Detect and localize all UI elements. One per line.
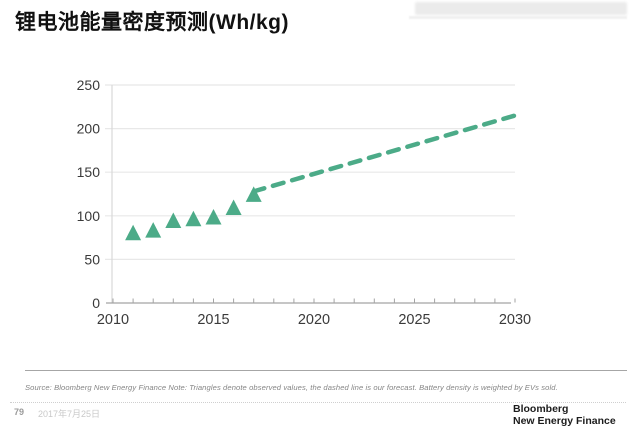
source-note: Source: Bloomberg New Energy Finance Not… [25, 383, 558, 392]
observed-triangle-marker [245, 186, 262, 202]
observed-triangle-marker [205, 209, 222, 225]
brand-line-1: Bloomberg [513, 403, 569, 415]
y-axis-tick-label: 150 [77, 164, 101, 180]
page-number: 79 [14, 407, 25, 417]
x-axis-tick-label: 2025 [398, 312, 430, 328]
energy-density-chart: 0 50 100 150 200 250 2010 2015 2020 2025 2030 [0, 65, 631, 340]
observed-triangle-marker [225, 199, 242, 215]
observed-triangle-marker [125, 224, 142, 241]
y-axis-tick-label: 100 [77, 208, 101, 224]
y-axis-tick-label: 250 [77, 77, 101, 93]
page-title: 锂电池能量密度预测(Wh/kg) [15, 11, 289, 34]
footer-date: 2017年7月25日 [38, 409, 101, 419]
observed-triangle-marker [165, 212, 182, 229]
watermark-smudge [415, 2, 627, 15]
x-axis-tick-label: 2020 [298, 312, 330, 328]
chart-svg: 0 50 100 150 200 250 2010 2015 2020 2025 2030 [77, 77, 531, 328]
forecast-dashed-line [251, 113, 518, 194]
y-axis-tick-label: 200 [77, 121, 101, 137]
observed-triangle-marker [145, 222, 162, 238]
watermark-smudge-underline [409, 16, 627, 19]
bloomberg-nef-logo: Bloomberg New Energy Finance [513, 403, 616, 427]
brand-line-2: New Energy Finance [513, 414, 616, 427]
footer-bottom-divider [10, 402, 626, 403]
x-axis-tick-label: 2015 [197, 312, 229, 328]
y-axis-tick-label: 0 [92, 295, 100, 311]
x-axis-tick-label: 2030 [499, 312, 531, 328]
x-axis-tick-label: 2010 [97, 312, 129, 328]
footer-top-divider [25, 370, 627, 371]
observed-triangle-marker [185, 210, 202, 227]
y-axis-tick-label: 50 [84, 251, 100, 267]
